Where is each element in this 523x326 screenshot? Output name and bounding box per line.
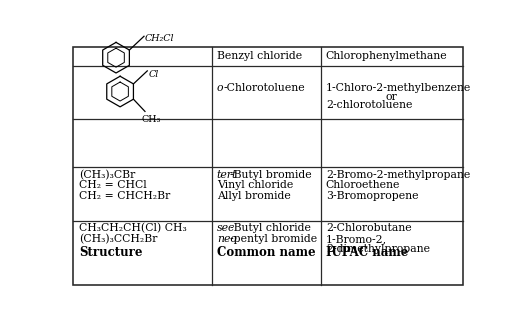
Text: 1-Bromo-2,: 1-Bromo-2, [326, 234, 387, 244]
Text: (CH₃)₃CBr: (CH₃)₃CBr [79, 170, 135, 180]
Text: Common name: Common name [217, 246, 315, 259]
Text: CH₂ = CHCl: CH₂ = CHCl [79, 180, 146, 190]
Text: 2-chlorotoluene: 2-chlorotoluene [326, 100, 412, 110]
Text: 2-dimethylpropane: 2-dimethylpropane [326, 244, 430, 254]
Text: Benzyl chloride: Benzyl chloride [217, 52, 302, 61]
Text: o: o [217, 83, 223, 93]
Text: Allyl bromide: Allyl bromide [217, 191, 291, 201]
Text: 2-Bromo-2-methylpropane: 2-Bromo-2-methylpropane [326, 170, 470, 180]
Text: 3-Bromopropene: 3-Bromopropene [326, 191, 418, 201]
Text: 1-Chloro-2-methylbenzene: 1-Chloro-2-methylbenzene [326, 83, 471, 93]
Text: -Butyl bromide: -Butyl bromide [230, 170, 312, 180]
Text: neo: neo [217, 234, 237, 244]
Text: -Chlorotoluene: -Chlorotoluene [223, 83, 305, 93]
Text: Chloroethene: Chloroethene [326, 180, 400, 190]
Text: CH₂Cl: CH₂Cl [145, 34, 174, 43]
Text: tert: tert [217, 170, 237, 180]
Text: Cl: Cl [149, 70, 159, 79]
Text: or: or [385, 92, 397, 102]
Text: Chlorophenylmethane: Chlorophenylmethane [326, 52, 448, 61]
Text: Structure: Structure [79, 246, 142, 259]
Text: -Butyl chloride: -Butyl chloride [230, 223, 311, 233]
Text: CH₃CH₂CH(Cl) CH₃: CH₃CH₂CH(Cl) CH₃ [79, 223, 187, 233]
Text: CH₃: CH₃ [142, 115, 161, 124]
Text: Vinyl chloride: Vinyl chloride [217, 180, 293, 190]
Text: -pentyl bromide: -pentyl bromide [230, 234, 317, 244]
Text: IUPAC name: IUPAC name [326, 246, 408, 259]
Text: (CH₃)₃CCH₂Br: (CH₃)₃CCH₂Br [79, 234, 157, 244]
Text: CH₂ = CHCH₂Br: CH₂ = CHCH₂Br [79, 191, 170, 201]
Text: 2-Chlorobutane: 2-Chlorobutane [326, 223, 412, 233]
Text: sec: sec [217, 223, 235, 233]
